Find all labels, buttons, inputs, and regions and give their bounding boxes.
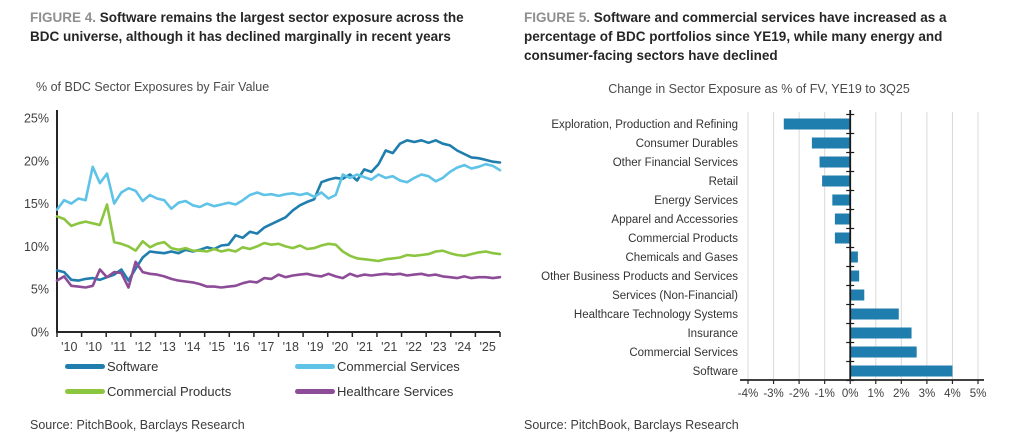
x-axis-tick-label: '24 xyxy=(455,340,471,354)
legend-label: Commercial Services xyxy=(337,359,460,374)
bar xyxy=(832,194,851,206)
category-label: Exploration, Production and Refining xyxy=(551,119,738,131)
series-line-commercial-products xyxy=(55,203,502,263)
bar xyxy=(811,137,851,149)
legend-item: Commercial Products xyxy=(65,384,295,399)
figure-4-label: FIGURE 4. xyxy=(30,10,97,25)
x-axis-tick-label: -1% xyxy=(814,388,834,400)
legend-label: Healthcare Services xyxy=(337,384,454,399)
x-axis-tick-label: -2% xyxy=(789,388,809,400)
bar xyxy=(850,251,858,263)
legend-item: Commercial Services xyxy=(295,359,460,374)
x-axis-tick-label: '17 xyxy=(258,340,274,354)
figure-5-title: FIGURE 5. Software and commercial servic… xyxy=(524,8,1002,65)
category-label: Other Business Products and Services xyxy=(541,271,738,283)
category-label: Apparel and Accessories xyxy=(611,214,738,226)
x-axis-tick-label: '21 xyxy=(381,340,397,354)
category-label: Commercial Products xyxy=(628,233,738,245)
y-axis-tick-label: 5% xyxy=(31,283,49,297)
x-axis-tick-label: 5% xyxy=(970,388,987,400)
y-axis-tick-label: 15% xyxy=(24,197,49,211)
x-axis-tick-label: '12 xyxy=(135,340,151,354)
bar xyxy=(834,213,851,225)
category-label: Consumer Durables xyxy=(636,138,739,150)
series-line-software xyxy=(55,138,502,282)
x-axis-tick-label: '20 xyxy=(332,340,348,354)
bar xyxy=(819,156,851,168)
x-axis-tick-label: 4% xyxy=(944,388,961,400)
category-label: Retail xyxy=(709,176,738,188)
bar xyxy=(822,175,851,187)
legend-label: Commercial Products xyxy=(107,384,232,399)
bar xyxy=(783,118,851,130)
x-axis-tick-label: '14 xyxy=(184,340,200,354)
x-axis-tick-label: '23 xyxy=(430,340,446,354)
x-axis-tick-label: '11 xyxy=(111,340,126,354)
figure-4-source: Source: PitchBook, Barclays Research xyxy=(30,418,245,432)
category-label: Software xyxy=(693,366,738,378)
figure-5-panel: FIGURE 5. Software and commercial servic… xyxy=(524,8,1024,443)
line-chart-legend: Software Commercial Services Commercial Pr… xyxy=(65,359,460,399)
legend-swatch xyxy=(295,389,335,394)
category-label: Healthcare Technology Systems xyxy=(574,309,738,321)
legend-swatch xyxy=(65,389,105,394)
y-axis-tick-label: 10% xyxy=(24,240,49,254)
figure-4-title: FIGURE 4. Software remains the largest s… xyxy=(30,8,482,46)
bar xyxy=(850,365,953,377)
series-line-healthcare-services xyxy=(55,260,502,289)
figure-5-label: FIGURE 5. xyxy=(524,10,591,25)
legend-item: Healthcare Services xyxy=(295,384,460,399)
x-axis-tick-label: '21 xyxy=(356,340,372,354)
category-label: Energy Services xyxy=(654,195,738,207)
bar xyxy=(850,327,912,339)
figure-5-title-text: Software and commercial services have in… xyxy=(524,10,947,64)
y-axis-tick-label: 20% xyxy=(24,154,49,168)
x-axis-tick-label: 1% xyxy=(867,388,884,400)
bar xyxy=(850,270,860,282)
x-axis-tick-label: '10 xyxy=(86,340,102,354)
legend-swatch xyxy=(65,364,105,369)
bar xyxy=(850,289,865,301)
x-axis-tick-label: '18 xyxy=(283,340,299,354)
sector-change-bar-chart: Exploration, Production and Refining Cons… xyxy=(541,110,987,400)
category-label: Insurance xyxy=(687,328,738,340)
x-axis-tick-label: '16 xyxy=(233,340,249,354)
legend-item: Software xyxy=(65,359,295,374)
x-axis-tick-label: -3% xyxy=(763,388,783,400)
figure-5-source: Source: PitchBook, Barclays Research xyxy=(524,418,739,432)
figure-4-title-text: Software remains the largest sector expo… xyxy=(30,10,464,45)
y-axis-tick-label: 25% xyxy=(24,112,49,126)
bar xyxy=(834,232,851,244)
series-line-commercial-services xyxy=(55,162,502,211)
x-axis-tick-label: 3% xyxy=(919,388,936,400)
line-chart-subtitle: % of BDC Sector Exposures by Fair Value xyxy=(36,80,270,94)
category-label: Other Financial Services xyxy=(613,157,739,169)
x-axis-tick-label: '15 xyxy=(209,340,225,354)
category-label: Services (Non-Financial) xyxy=(612,290,738,302)
x-axis-tick-label: '13 xyxy=(160,340,176,354)
bar xyxy=(850,308,899,320)
category-label: Commercial Services xyxy=(629,347,738,359)
y-axis-tick-label: 0% xyxy=(31,326,49,340)
bar-chart-subtitle: Change in Sector Exposure as % of FV, YE… xyxy=(608,82,910,96)
x-axis-tick-label: '22 xyxy=(406,340,422,354)
x-axis-tick-label: '19 xyxy=(307,340,323,354)
figure-4-panel: FIGURE 4. Software remains the largest s… xyxy=(10,8,510,443)
x-axis-tick-label: 2% xyxy=(893,388,910,400)
category-label: Chemicals and Gases xyxy=(626,252,739,264)
legend-swatch xyxy=(295,364,335,369)
x-axis-tick-label: '25 xyxy=(480,340,496,354)
legend-label: Software xyxy=(107,359,159,374)
x-axis-tick-label: '10 xyxy=(61,340,77,354)
sector-exposure-line-chart: 0% 5% 10% 15% 20% 25% '10 '10 '11 '12 '13 '14 '15 '16… xyxy=(24,110,502,354)
x-axis-tick-label: -4% xyxy=(738,388,758,400)
x-axis-tick-label: 0% xyxy=(842,388,859,400)
bar xyxy=(850,346,917,358)
